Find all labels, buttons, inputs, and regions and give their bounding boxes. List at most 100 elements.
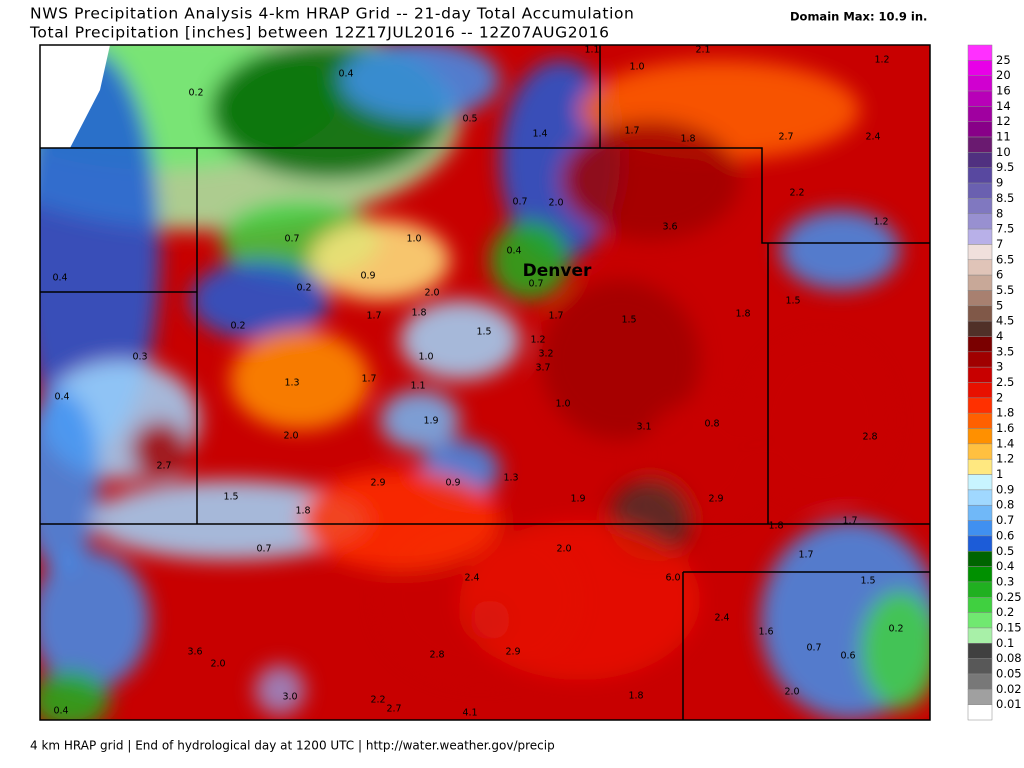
value-label: 0.6 [840,651,855,662]
value-label: 3.6 [662,222,677,233]
value-label: 2.2 [370,695,385,706]
value-label: 0.9 [445,478,460,489]
colorbar-swatch [967,489,993,506]
colorbar-label: 5.5 [996,283,1014,297]
title-line-1: NWS Precipitation Analysis 4-km HRAP Gri… [30,5,634,23]
colorbar-swatch [967,198,993,214]
colorbar-label: 12 [996,114,1011,128]
colorbar-label: 0.8 [996,498,1014,512]
precip-region [40,50,160,450]
map-frame [39,44,931,721]
colorbar-swatch [967,397,993,414]
value-label: 0.2 [230,321,245,332]
value-label: 1.5 [785,296,800,307]
value-label: 0.4 [338,69,353,80]
value-label: 1.0 [555,399,570,410]
value-label: 2.0 [556,544,571,555]
colorbar-swatch [967,213,993,230]
value-label: 0.3 [132,352,147,363]
colorbar-swatch [967,458,993,475]
colorbar-label: 0.3 [996,574,1014,588]
colorbar-label: 0.25 [996,590,1022,604]
value-label: 2.7 [156,461,171,472]
value-label: 2.1 [695,45,710,56]
colorbar-swatch [967,44,993,61]
colorbar-label: 6 [996,268,1003,282]
value-label: 2.4 [464,573,479,584]
precip-region [255,665,305,715]
colorbar-label: 8.5 [996,191,1014,205]
precip-region [230,330,370,430]
value-label: 1.2 [874,55,889,66]
precip-region [460,520,700,680]
value-label: 1.8 [680,134,695,145]
footer: 4 km HRAP grid | End of hydrological day… [30,739,555,753]
domain-max: Domain Max: 10.9 in. [790,10,927,24]
colorbar-label: 6.5 [996,252,1014,266]
value-label: 1.0 [406,234,421,245]
value-label: 1.4 [532,129,547,140]
colorbar-label: 11 [996,130,1011,144]
value-label: 1.8 [768,521,783,532]
colorbar-swatch [967,336,993,353]
colorbar-label: 10 [996,145,1011,159]
colorbar-label: 7.5 [996,222,1014,236]
colorbar-label: 7 [996,237,1003,251]
precip-region [90,480,370,560]
value-label: 1.9 [423,416,438,427]
colorbar-label: 2 [996,390,1003,404]
precip-region [40,670,110,720]
colorbar-label: 9 [996,176,1003,190]
value-label: 3.0 [282,692,297,703]
colorbar-swatch [967,320,993,337]
value-label: 3.7 [535,363,550,374]
colorbar-swatch [967,504,993,521]
colorbar-label: 4 [996,329,1003,343]
colorbar-swatch [967,106,993,122]
value-label: 2.2 [789,188,804,199]
value-label: 1.2 [873,217,888,228]
precip-region [750,340,890,500]
value-label: 0.4 [53,706,68,717]
colorbar: 252016141211109.598.587.576.565.554.543.… [967,44,1022,721]
colorbar-swatch [967,581,993,598]
colorbar-swatch [967,228,993,245]
colorbar-swatch [967,167,993,184]
colorbar-label: 2.5 [996,375,1014,389]
value-label: 1.7 [361,374,376,385]
colorbar-label: 1 [996,467,1003,481]
colorbar-swatch [967,305,993,322]
value-label: 1.8 [411,308,426,319]
colorbar-label: 16 [996,84,1011,98]
colorbar-label: 3 [996,360,1003,374]
colorbar-swatch [967,443,993,460]
value-label: 2.9 [370,478,385,489]
value-label: 2.4 [714,613,729,624]
colorbar-swatch [967,136,993,153]
value-label: 0.7 [806,643,821,654]
value-label: 0.2 [188,88,203,99]
value-label: 3.2 [538,349,553,360]
precip-field [40,45,930,720]
precip-region [560,120,740,240]
colorbar-label: 0.02 [996,682,1022,696]
colorbar-swatch [967,351,993,368]
colorbar-label: 9.5 [996,160,1014,174]
colorbar-label: 0.15 [996,620,1022,634]
value-label: 6.0 [665,573,680,584]
colorbar-label: 25 [996,53,1011,67]
value-label: 0.4 [506,246,521,257]
value-label: 0.2 [296,283,311,294]
precip-region [190,260,330,340]
colorbar-label: 3.5 [996,344,1014,358]
colorbar-swatch [967,412,993,429]
colorbar-swatch [967,551,993,567]
precip-region [310,220,450,300]
precip-region [340,45,500,120]
colorbar-swatch [967,152,993,168]
precip-region [490,220,570,300]
colorbar-swatch [967,382,993,399]
value-label: 1.9 [570,494,585,505]
value-label: 0.7 [512,197,527,208]
